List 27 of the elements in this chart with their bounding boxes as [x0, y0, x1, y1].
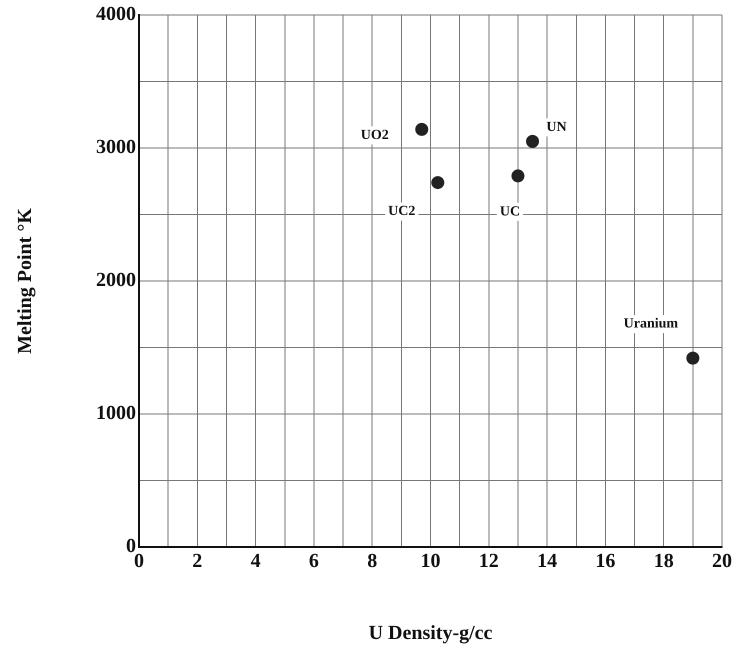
x-axis-title: U Density-g/cc — [368, 622, 493, 644]
x-tick-label: 8 — [367, 550, 378, 572]
x-tick-label: 16 — [595, 550, 616, 572]
x-tick-label: 20 — [712, 550, 732, 572]
x-tick-label: 4 — [250, 550, 261, 572]
x-tick-label: 18 — [654, 550, 674, 572]
point — [686, 352, 700, 365]
annotation: UO2 — [360, 128, 389, 143]
y-axis-title: Melting Point °K — [14, 208, 36, 354]
y-tick-label: 2000 — [96, 269, 136, 292]
point — [526, 134, 540, 148]
x-tick-label: 2 — [192, 550, 202, 572]
y-tick-label: 3000 — [96, 136, 136, 158]
annotation: UC — [500, 204, 520, 220]
x-tick-label: 6 — [308, 550, 319, 572]
point — [511, 169, 524, 182]
point — [415, 122, 428, 136]
x-tick-label: 14 — [537, 550, 558, 572]
y-tick-label: 1000 — [96, 402, 136, 424]
y-tick-label: 4000 — [96, 3, 136, 26]
annotation: UC2 — [388, 204, 416, 220]
x-tick-label: 12 — [478, 550, 499, 572]
point — [431, 176, 444, 190]
annotation: UN — [546, 120, 567, 135]
x-tick-label: 10 — [420, 550, 440, 572]
annotation: Uranium — [624, 316, 678, 332]
y-tick-label: 0 — [126, 535, 136, 558]
